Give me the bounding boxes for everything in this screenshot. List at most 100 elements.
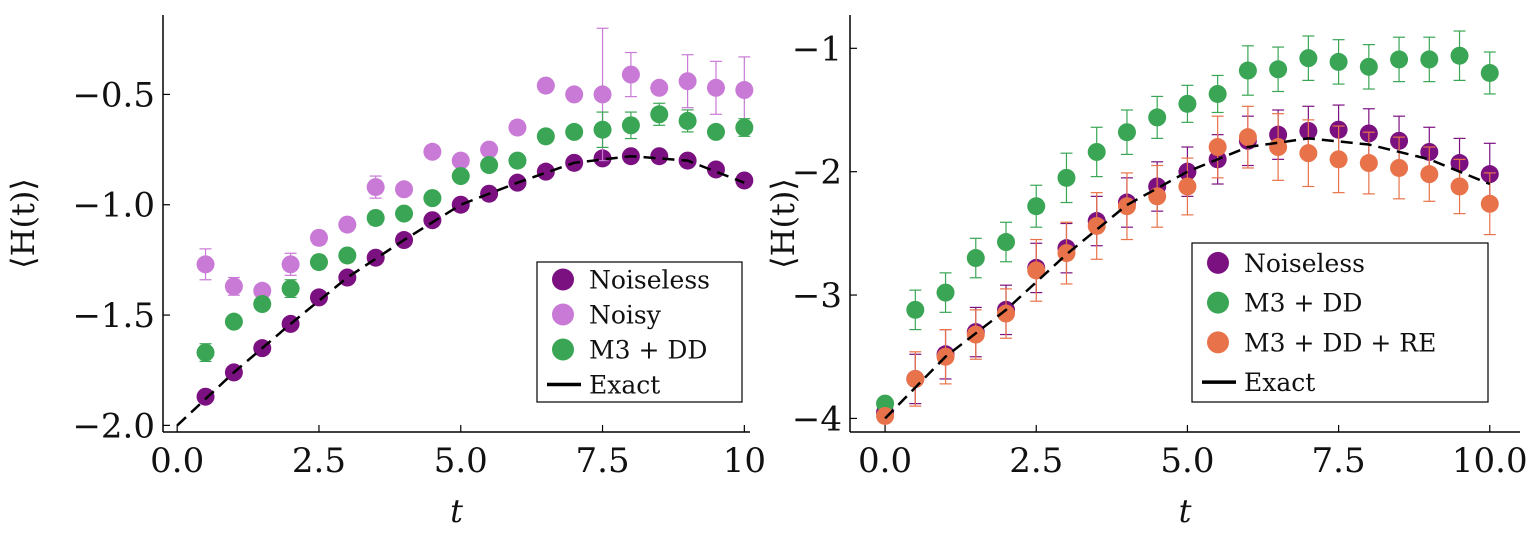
series-noisy xyxy=(196,27,754,300)
data-point xyxy=(906,369,925,388)
legend-label: M3 + DD xyxy=(589,336,707,365)
data-point xyxy=(678,111,697,130)
data-point xyxy=(1117,123,1136,142)
data-point xyxy=(508,118,527,137)
legend-label: Exact xyxy=(589,371,660,400)
data-point xyxy=(1238,61,1257,80)
data-point xyxy=(678,72,697,91)
x-axis-label: t xyxy=(450,492,463,529)
legend-label: Noiseless xyxy=(1244,249,1365,278)
y-tick-label: −4 xyxy=(792,399,842,439)
data-point xyxy=(338,215,357,234)
data-point xyxy=(735,171,754,190)
data-point xyxy=(536,127,555,146)
legend-label: M3 + DD xyxy=(1244,289,1362,318)
data-point xyxy=(253,295,272,314)
data-point xyxy=(395,180,414,199)
y-tick-label: −1.0 xyxy=(72,186,155,226)
data-point xyxy=(906,300,925,319)
data-point xyxy=(309,288,328,307)
legend: Noiseless M3 + DD M3 + DD + RE Exact xyxy=(1191,242,1489,403)
data-point xyxy=(451,167,470,186)
chart-panel-2: 0.0 2.5 5.0 7.5 10.0 −4 −3 −2 −1 t ⟨H(t)⟩ Noiseless… xyxy=(764,15,1528,530)
data-point xyxy=(650,78,669,97)
data-point xyxy=(1178,94,1197,113)
data-point xyxy=(735,118,754,137)
legend-marker xyxy=(552,268,574,291)
legend-label: Noisy xyxy=(589,301,662,330)
data-point xyxy=(876,394,895,413)
legend-label: Noiseless xyxy=(589,266,710,295)
data-point xyxy=(1178,177,1197,196)
data-point xyxy=(224,312,243,331)
data-point xyxy=(309,228,328,247)
data-point xyxy=(997,233,1016,252)
data-point xyxy=(281,279,300,298)
data-point xyxy=(480,140,499,159)
series-m3-dd xyxy=(876,30,1499,413)
data-point xyxy=(423,211,442,230)
data-point xyxy=(621,65,640,84)
data-point xyxy=(536,162,555,181)
data-point xyxy=(650,105,669,124)
data-point xyxy=(196,387,215,406)
data-point xyxy=(1027,261,1046,280)
legend-marker xyxy=(1207,291,1229,314)
x-tick-label: 5.0 xyxy=(1160,441,1214,481)
data-point xyxy=(1087,216,1106,235)
data-point xyxy=(1390,50,1409,69)
data-point xyxy=(1027,197,1046,216)
x-tick-label: 7.5 xyxy=(1312,441,1366,481)
x-tick-label: 2.5 xyxy=(292,441,346,481)
data-point xyxy=(997,304,1016,323)
y-tick-label: −1.5 xyxy=(72,296,155,336)
data-point xyxy=(451,195,470,214)
series-m3-dd xyxy=(196,102,754,362)
data-point xyxy=(1238,128,1257,147)
y-tick-label: −0.5 xyxy=(72,75,155,115)
data-point xyxy=(565,85,584,104)
data-point xyxy=(1450,177,1469,196)
data-point xyxy=(1269,60,1288,79)
y-tick-label: −2.0 xyxy=(72,406,155,446)
legend-marker xyxy=(552,303,574,326)
data-point xyxy=(366,208,385,227)
data-point xyxy=(1208,138,1227,157)
data-point xyxy=(621,116,640,135)
data-point xyxy=(451,151,470,170)
data-point xyxy=(253,281,272,300)
legend-marker xyxy=(552,338,574,361)
data-point xyxy=(1420,165,1439,184)
y-tick-label: −1 xyxy=(792,29,842,69)
x-tick-label: 10.0 xyxy=(1452,441,1528,481)
x-tick-label: 0.0 xyxy=(858,441,912,481)
x-tick-label: 2.5 xyxy=(1009,441,1063,481)
data-point xyxy=(1480,194,1499,213)
data-point xyxy=(1299,144,1318,163)
data-point xyxy=(536,76,555,95)
y-tick-label: −3 xyxy=(792,276,842,316)
data-point xyxy=(281,255,300,274)
data-point xyxy=(1299,49,1318,68)
y-axis-label: ⟨H(t)⟩ xyxy=(764,178,802,269)
data-point xyxy=(1329,150,1348,169)
data-point xyxy=(1208,84,1227,103)
data-point xyxy=(1148,108,1167,127)
data-point xyxy=(876,406,895,425)
data-point xyxy=(735,81,754,100)
data-point xyxy=(508,151,527,170)
legend: Noiseless Noisy M3 + DD Exact xyxy=(536,261,743,403)
data-point xyxy=(1117,197,1136,216)
x-tick-label: 7.5 xyxy=(576,441,630,481)
data-point xyxy=(1329,52,1348,71)
x-tick-label: 5.0 xyxy=(434,441,488,481)
y-tick-label: −2 xyxy=(792,153,842,193)
y-axis-label: ⟨H(t)⟩ xyxy=(4,178,42,269)
data-point xyxy=(966,249,985,268)
data-point xyxy=(565,122,584,141)
data-point xyxy=(1480,63,1499,82)
data-point xyxy=(1450,46,1469,65)
data-point xyxy=(366,178,385,197)
data-point xyxy=(480,156,499,175)
legend-box xyxy=(1191,242,1489,403)
